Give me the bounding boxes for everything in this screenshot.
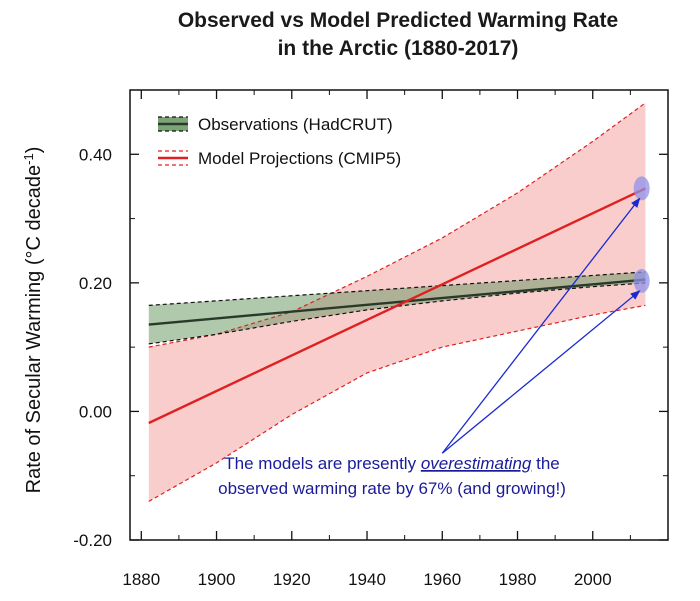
axes-ticks: 1880 1900 1920 1940 1960 1980 2000 -0.20 0.00 0.2… (73, 90, 668, 589)
y-axis-label: Rate of Secular Warming (°C decade-1) (21, 147, 46, 494)
y-tick-label-0.40: 0.40 (79, 145, 112, 164)
end-marker-1 (633, 176, 650, 201)
plot-frame (129, 89, 669, 541)
legend-label-model: Model Projections (CMIP5) (198, 149, 401, 168)
annotation-line-2: observed warming rate by 67% (and growin… (218, 479, 566, 498)
series-line-observations (148, 278, 646, 326)
series-line-model (148, 187, 646, 425)
band-lower-edge-model (148, 304, 646, 502)
annotation-line-1-end: the (531, 454, 559, 473)
y-axis-label-superscript: -1 (21, 153, 36, 165)
chart-title-line-2: in the Arctic (1880-2017) (278, 37, 519, 60)
annotation-line-1: The models are presently overestimating … (224, 454, 559, 473)
x-tick-label-1880: 1880 (122, 570, 160, 589)
band-upper-edge-observations (148, 271, 646, 306)
chart-title-line-1: Observed vs Model Predicted Warming Rate (178, 9, 618, 32)
band-lower-edge-observations (148, 282, 646, 345)
band-upper-edge-model (148, 102, 646, 348)
annotation: The models are presently overestimating … (218, 454, 566, 498)
y-axis-label-close: ) (23, 147, 45, 154)
y-tick-label--0.20: -0.20 (73, 531, 112, 550)
x-tick-label-1920: 1920 (273, 570, 311, 589)
annotation-arrow-2 (441, 290, 641, 454)
end-marker-2 (633, 268, 650, 293)
x-tick-label-2000: 2000 (574, 570, 612, 589)
y-tick-label-0.20: 0.20 (79, 274, 112, 293)
annotation-emphasis: overestimating (421, 454, 532, 473)
legend-label-observations: Observations (HadCRUT) (198, 115, 393, 134)
annotation-line-1-start: The models are presently (224, 454, 421, 473)
annotation-arrow-1 (441, 197, 641, 454)
legend: Observations (HadCRUT) Model Projections … (158, 115, 401, 168)
end-markers (633, 176, 650, 293)
series-lines (148, 187, 646, 425)
x-tick-label-1940: 1940 (348, 570, 386, 589)
y-axis-label-main: Rate of Secular Warming (°C decade (23, 165, 45, 494)
annotation-arrows (441, 197, 641, 454)
x-tick-label-1900: 1900 (198, 570, 236, 589)
x-tick-label-1980: 1980 (499, 570, 537, 589)
x-tick-label-1960: 1960 (423, 570, 461, 589)
y-tick-label-0.00: 0.00 (79, 402, 112, 421)
